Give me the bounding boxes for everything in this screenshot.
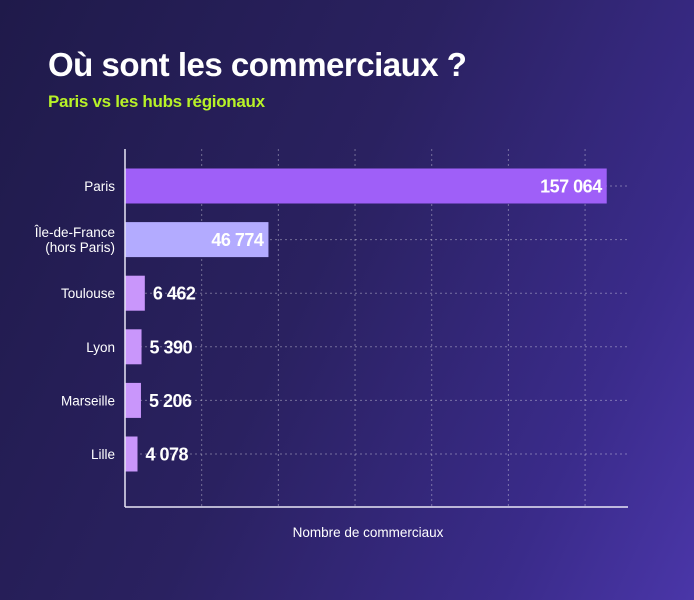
x-axis-label: Nombre de commerciaux [293,525,444,540]
category-label: Île-de-France (hors Paris) [34,225,115,255]
data-label: 5 206 [149,391,192,411]
category-label: Paris [84,179,115,194]
data-label: 5 390 [150,337,193,357]
bar [125,329,142,365]
chart-title: Où sont les commerciaux ? [48,46,467,83]
category-label: Lyon [86,340,115,355]
bar [125,436,138,472]
data-label: 46 774 [211,230,264,250]
category-label: Lille [91,447,115,462]
bar [125,168,607,204]
data-label: 157 064 [540,177,602,197]
category-label: Toulouse [61,286,115,301]
data-label: 6 462 [153,284,196,304]
bar [125,222,269,258]
bar [125,275,145,311]
bar [125,382,141,418]
category-label: Marseille [61,393,115,408]
chart-subtitle: Paris vs les hubs régionaux [48,92,265,111]
data-label: 4 078 [146,445,189,465]
